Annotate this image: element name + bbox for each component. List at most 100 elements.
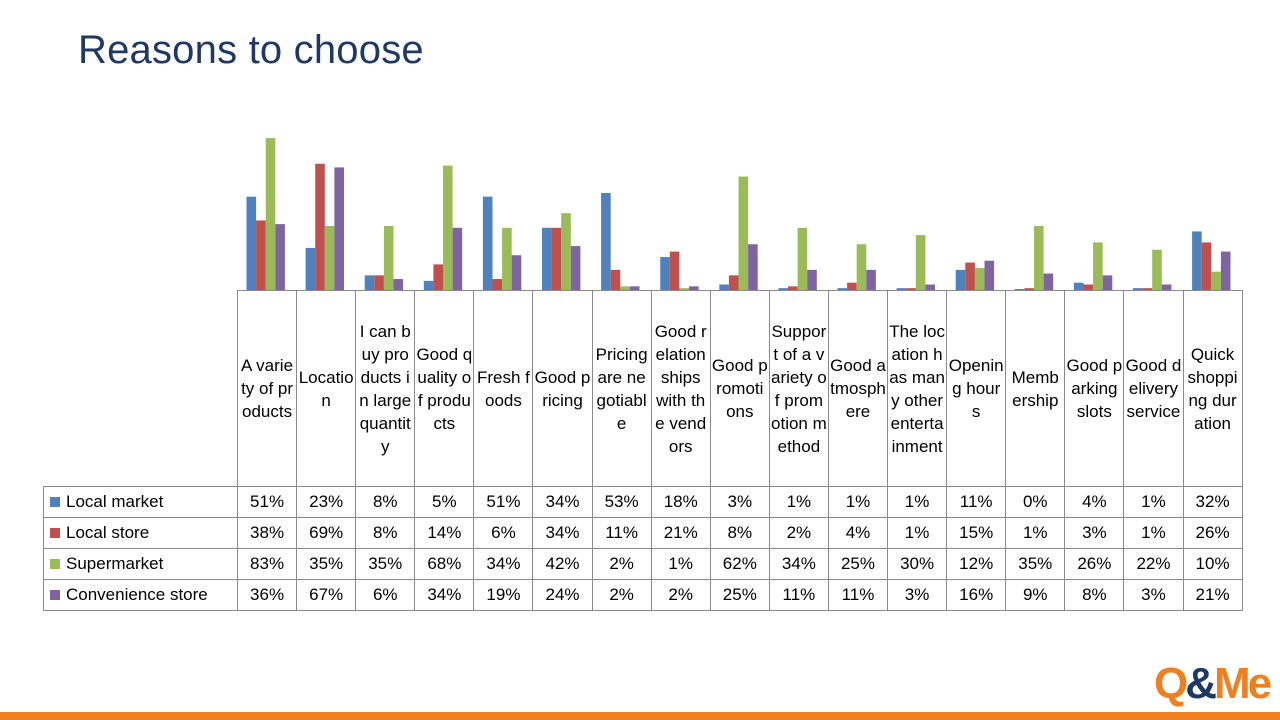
category-header: Location — [296, 290, 357, 487]
bar — [1093, 242, 1103, 290]
value-cell: 26% — [1064, 548, 1125, 580]
category-label: Good promotions — [711, 356, 768, 421]
bar — [965, 262, 975, 290]
value-cell: 3% — [709, 486, 770, 518]
bar — [1201, 242, 1212, 290]
bar — [1083, 284, 1094, 290]
series-row: Local store 38% 69% 8% 14% 6% 34% 11% 21% 8% 2% 4% 1… — [43, 517, 1243, 549]
value-cell: 5% — [414, 486, 475, 518]
value-cell: 34% — [473, 548, 534, 580]
bar — [679, 288, 689, 290]
value-cell: 1% — [768, 486, 829, 518]
bar — [1142, 288, 1153, 290]
value-cell: 1% — [1123, 517, 1184, 549]
bar — [719, 284, 729, 290]
bar — [570, 246, 581, 290]
value-cell: 51% — [473, 486, 534, 518]
value-cell: 6% — [355, 579, 416, 611]
brand-logo: Q&Me — [1154, 659, 1272, 708]
bar — [551, 227, 562, 290]
category-header: Good promotions — [709, 290, 770, 487]
category-label: A variety of products — [241, 356, 294, 421]
bar — [324, 225, 335, 290]
category-label: Good delivery service — [1125, 356, 1182, 421]
category-header: I can buy products in large quantity — [355, 290, 416, 487]
value-cell: 32% — [1182, 486, 1243, 518]
category-label: Quick shopping duration — [1187, 344, 1238, 433]
category-header: Good relationships with the vendors — [650, 290, 711, 487]
value-cell: 19% — [473, 579, 534, 611]
category-label: Opening hours — [948, 356, 1004, 421]
value-cell: 6% — [473, 517, 534, 549]
bar — [502, 227, 512, 290]
value-cell: 3% — [1064, 517, 1125, 549]
value-cell: 1% — [650, 548, 711, 580]
footer-accent-bar — [0, 712, 1280, 720]
value-cell: 21% — [650, 517, 711, 549]
bar — [423, 280, 434, 290]
bar — [896, 288, 907, 290]
value-cell: 8% — [709, 517, 770, 549]
bar — [1133, 288, 1143, 290]
value-cell: 1% — [827, 486, 889, 518]
bar — [511, 255, 522, 290]
category-header: Good parking slots — [1064, 290, 1125, 487]
category-label: Good quality of products — [416, 344, 473, 433]
bar — [383, 225, 394, 290]
bar — [610, 269, 621, 290]
bar — [797, 227, 808, 290]
value-cell: 24% — [532, 579, 593, 611]
value-cell: 51% — [236, 486, 298, 518]
category-header: Pricing are negotiable — [591, 290, 652, 487]
value-cell: 69% — [296, 517, 357, 549]
bar — [669, 251, 680, 290]
value-cell: 3% — [887, 579, 948, 611]
value-cell: 11% — [591, 517, 652, 549]
bar — [689, 286, 699, 290]
value-cell: 10% — [1182, 548, 1243, 580]
category-label: Good relationships with the vendors — [654, 321, 707, 456]
bar — [925, 284, 935, 290]
legend-entry: Supermarket — [43, 548, 238, 580]
legend-entry: Local store — [43, 517, 238, 549]
bar — [955, 269, 966, 290]
bar — [1192, 231, 1202, 290]
bar — [1073, 282, 1084, 290]
value-cell: 25% — [709, 579, 770, 611]
value-cell: 30% — [887, 548, 948, 580]
value-cell: 36% — [236, 579, 298, 611]
value-cell: 22% — [1123, 548, 1184, 580]
value-cell: 34% — [768, 548, 829, 580]
value-cell: 4% — [827, 517, 889, 549]
bar — [393, 279, 404, 290]
value-cell: 38% — [236, 517, 298, 549]
bar — [738, 176, 749, 290]
bar — [482, 196, 493, 290]
legend-color-key — [50, 559, 60, 569]
bar — [984, 260, 995, 290]
value-cell: 9% — [1005, 579, 1066, 611]
value-cell: 34% — [532, 486, 593, 518]
bar — [837, 288, 848, 290]
value-cell: 25% — [827, 548, 889, 580]
value-cell: 8% — [355, 517, 416, 549]
bar — [601, 193, 611, 290]
series-row: Convenience store 36% 67% 6% 34% 19% 24% 2% 2% 25… — [43, 579, 1243, 611]
bar — [748, 244, 758, 290]
value-cell: 11% — [827, 579, 889, 611]
bar — [305, 247, 316, 290]
value-cell: 26% — [1182, 517, 1243, 549]
value-cell: 16% — [946, 579, 1007, 611]
category-header: Good delivery service — [1123, 290, 1184, 487]
table-corner — [43, 290, 238, 487]
value-cell: 1% — [887, 486, 948, 518]
bar — [788, 286, 798, 290]
bar — [315, 163, 325, 290]
category-label: Location — [298, 367, 354, 410]
category-header: Membership — [1005, 290, 1066, 487]
bar — [1152, 249, 1162, 290]
category-header: Good atmosphere — [827, 290, 889, 487]
category-label: The location has many other entertainmen… — [889, 321, 945, 456]
value-cell: 18% — [650, 486, 711, 518]
slide-title: Reasons to choose — [78, 28, 424, 72]
